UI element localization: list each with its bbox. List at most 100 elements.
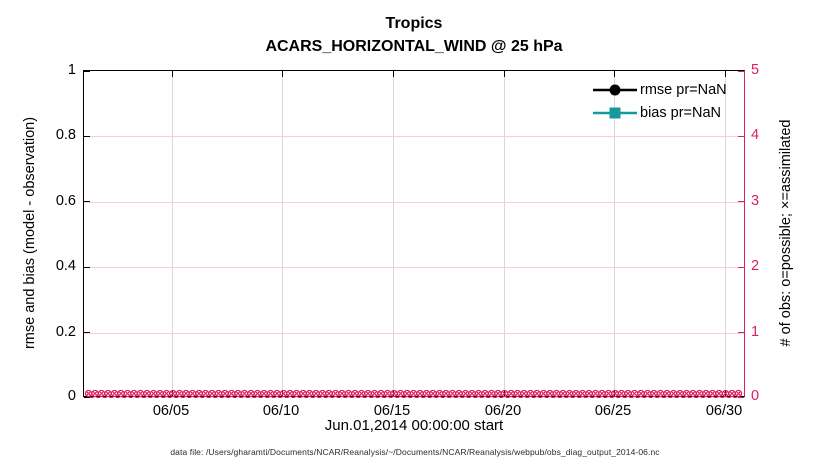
rmse-line-marker-icon xyxy=(592,83,638,97)
obs-marker-icon xyxy=(676,389,684,398)
obs-marker-icon xyxy=(263,396,271,398)
obs-marker-icon xyxy=(653,396,661,398)
obs-marker-icon xyxy=(338,389,346,398)
left-axis-tick-label: 1 xyxy=(67,62,76,78)
obs-marker-icon xyxy=(344,389,353,398)
obs-marker-icon xyxy=(192,396,200,398)
obs-marker-icon xyxy=(283,396,291,398)
obs-marker-icon xyxy=(559,389,567,398)
obs-marker-icon xyxy=(533,389,541,398)
obs-marker-icon xyxy=(546,389,554,398)
obs-marker-icon xyxy=(650,389,658,398)
obs-marker-icon xyxy=(471,396,479,398)
obs-marker-icon xyxy=(322,396,330,398)
top-axis-tick xyxy=(282,71,283,77)
bottom-axis-tick xyxy=(393,390,394,396)
obs-marker-icon xyxy=(390,389,398,398)
x-axis-tick-label: 06/30 xyxy=(705,403,743,419)
bottom-axis-tick xyxy=(614,390,615,396)
obs-marker-icon xyxy=(214,389,223,398)
obs-marker-icon xyxy=(315,396,323,398)
obs-marker-icon xyxy=(572,389,580,398)
obs-marker-icon xyxy=(702,389,710,398)
obs-marker-icon xyxy=(172,396,180,398)
obs-marker-icon xyxy=(630,389,639,398)
obs-marker-icon xyxy=(260,389,268,398)
vertical-gridline xyxy=(504,71,505,396)
obs-marker-icon xyxy=(569,396,577,398)
obs-marker-icon xyxy=(552,389,561,398)
obs-marker-icon xyxy=(211,396,219,398)
obs-marker-icon xyxy=(624,389,632,398)
obs-marker-icon xyxy=(120,396,128,398)
obs-marker-icon xyxy=(673,396,681,398)
obs-marker-icon xyxy=(686,396,694,398)
obs-marker-icon xyxy=(465,396,473,398)
obs-marker-icon xyxy=(364,389,372,398)
obs-marker-icon xyxy=(663,389,671,398)
obs-marker-icon xyxy=(565,389,574,398)
right-axis-tick xyxy=(738,332,744,334)
obs-marker-icon xyxy=(354,396,362,398)
obs-marker-icon xyxy=(231,396,239,398)
left-axis-tick-label: 0.6 xyxy=(55,192,76,209)
right-axis-tick xyxy=(738,201,744,203)
obs-marker-icon xyxy=(608,396,616,398)
obs-marker-icon xyxy=(387,396,395,398)
obs-marker-icon xyxy=(695,389,704,398)
obs-marker-icon xyxy=(133,396,141,398)
obs-marker-icon xyxy=(357,389,366,398)
obs-marker-icon xyxy=(588,396,596,398)
left-axis-tick-label: 0.4 xyxy=(55,258,76,275)
obs-marker-icon xyxy=(429,389,437,398)
obs-marker-icon xyxy=(94,396,102,398)
right-axis-tick xyxy=(738,70,744,72)
obs-marker-icon xyxy=(136,389,145,398)
obs-marker-icon xyxy=(130,389,138,398)
left-axis-tick xyxy=(84,70,90,72)
obs-marker-icon xyxy=(497,396,505,398)
x-axis-tick-label: 06/05 xyxy=(152,403,190,419)
horizontal-gridline xyxy=(84,267,744,269)
obs-marker-icon xyxy=(604,389,613,398)
horizontal-gridline xyxy=(84,332,744,334)
obs-marker-icon xyxy=(162,389,171,398)
obs-marker-icon xyxy=(400,396,408,398)
right-axis-tick-label: 0 xyxy=(751,388,760,404)
vertical-gridline xyxy=(614,71,615,396)
legend-label-rmse: rmse pr=NaN xyxy=(640,81,727,98)
obs-marker-icon xyxy=(198,396,206,398)
obs-marker-icon xyxy=(159,396,167,398)
obs-marker-icon xyxy=(396,389,405,398)
right-axis-tick-label: 5 xyxy=(751,62,760,78)
obs-marker-icon xyxy=(201,389,210,398)
x-axis-tick-label: 06/10 xyxy=(262,403,300,419)
obs-marker-icon xyxy=(491,396,499,398)
horizontal-gridline xyxy=(84,136,744,138)
data-file-footer: data file: /Users/gharamti/Documents/NCA… xyxy=(170,447,660,457)
obs-marker-icon xyxy=(419,396,427,398)
obs-marker-icon xyxy=(205,396,213,398)
obs-marker-icon xyxy=(175,389,184,398)
obs-marker-icon xyxy=(578,389,587,398)
obs-marker-icon xyxy=(250,396,258,398)
obs-marker-icon xyxy=(273,389,281,398)
obs-marker-icon xyxy=(478,396,486,398)
obs-marker-icon xyxy=(656,389,665,398)
right-y-axis-label: # of obs: o=possible; ×=assimilated xyxy=(778,119,794,347)
obs-marker-icon xyxy=(97,389,106,398)
obs-marker-icon xyxy=(182,389,190,398)
obs-marker-icon xyxy=(179,396,187,398)
obs-marker-icon xyxy=(416,389,424,398)
obs-marker-icon xyxy=(484,396,492,398)
right-axis-tick xyxy=(738,396,744,398)
obs-marker-icon xyxy=(666,396,674,398)
obs-marker-icon xyxy=(718,396,726,398)
obs-marker-icon xyxy=(585,389,593,398)
legend: rmse pr=NaN bias pr=NaN xyxy=(592,78,727,124)
obs-marker-icon xyxy=(413,396,421,398)
obs-marker-icon xyxy=(195,389,203,398)
obs-marker-icon xyxy=(276,396,284,398)
obs-marker-icon xyxy=(611,389,619,398)
obs-marker-icon xyxy=(543,396,551,398)
